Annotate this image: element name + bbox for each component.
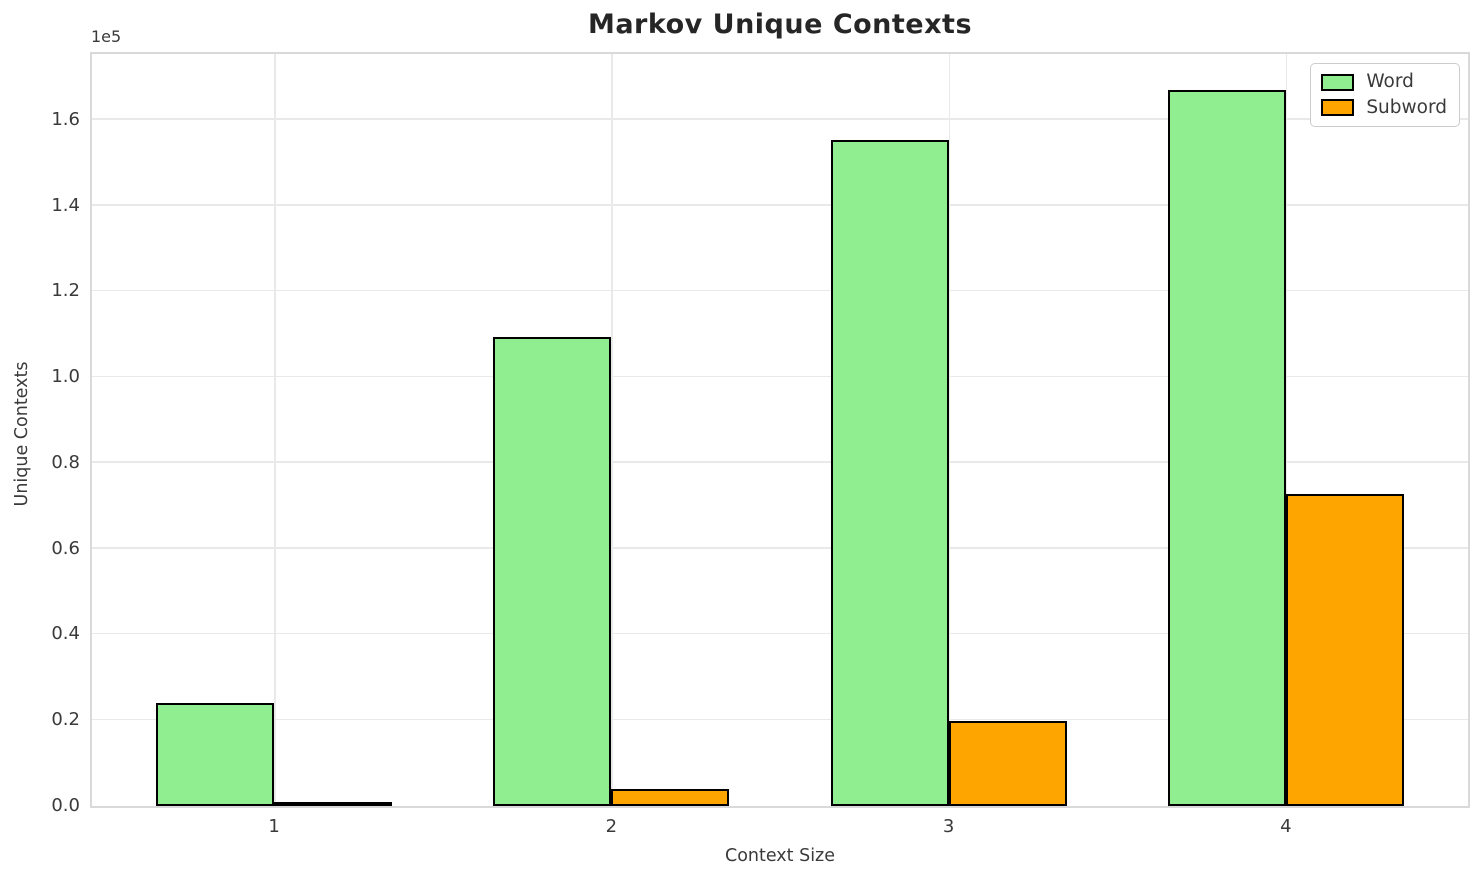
gridline-horizontal (92, 718, 1468, 721)
y-axis-label: Unique Contexts (12, 361, 32, 507)
y-tick-label: 0.2 (51, 709, 80, 731)
x-tick-label: 4 (1280, 816, 1292, 837)
legend-swatch-subword (1321, 99, 1355, 117)
x-tick-label: 1 (268, 816, 280, 837)
bar-subword-3 (948, 721, 1067, 806)
gridline-horizontal (92, 118, 1468, 120)
gridline-horizontal (92, 547, 1468, 549)
legend: Word Subword (1310, 63, 1460, 127)
y-tick-label: 1.4 (51, 194, 80, 216)
gridline-horizontal (92, 461, 1468, 463)
y-tick-label: 0.0 (51, 795, 80, 816)
legend-label: Subword (1366, 96, 1447, 118)
gridline-vertical (948, 54, 951, 806)
bar-word-1 (156, 703, 275, 806)
y-tick-label: 0.6 (51, 537, 80, 559)
gridline-horizontal (92, 289, 1468, 292)
y-axis-offset-label: 1e5 (91, 27, 122, 46)
legend-item-subword: Subword (1321, 96, 1447, 118)
y-tick-label: 1.6 (51, 108, 80, 130)
bar-subword-4 (1285, 494, 1404, 806)
plot-area: Word Subword 1 2 3 4 0.0 0.2 0.4 0.6 0.8 1.0 1.2 1.4… (51, 52, 1470, 836)
y-tick-label: 0.8 (51, 451, 80, 473)
x-axis-label: Context Size (724, 846, 836, 866)
bar-subword-2 (611, 788, 730, 806)
gridline-vertical (1285, 54, 1288, 806)
gridline-vertical (274, 54, 276, 806)
gridline-vertical (611, 54, 613, 806)
legend-swatch-word (1321, 73, 1355, 91)
gridline-horizontal (92, 375, 1468, 378)
bar-subword-1 (274, 802, 393, 806)
chart-title: Markov Unique Contexts (587, 9, 973, 40)
y-tick-label: 1.2 (51, 280, 80, 302)
legend-label: Word (1366, 71, 1414, 92)
legend-item-word: Word (1321, 71, 1447, 92)
bar-word-4 (1167, 89, 1286, 806)
gridline-horizontal (92, 204, 1468, 206)
bar-word-3 (830, 140, 949, 806)
gridline-horizontal (92, 632, 1468, 635)
x-tick-label: 2 (605, 816, 618, 837)
y-tick-label: 1.0 (51, 366, 80, 388)
bar-word-2 (493, 336, 612, 806)
y-tick-label: 0.4 (51, 623, 80, 645)
x-tick-label: 3 (942, 816, 955, 837)
